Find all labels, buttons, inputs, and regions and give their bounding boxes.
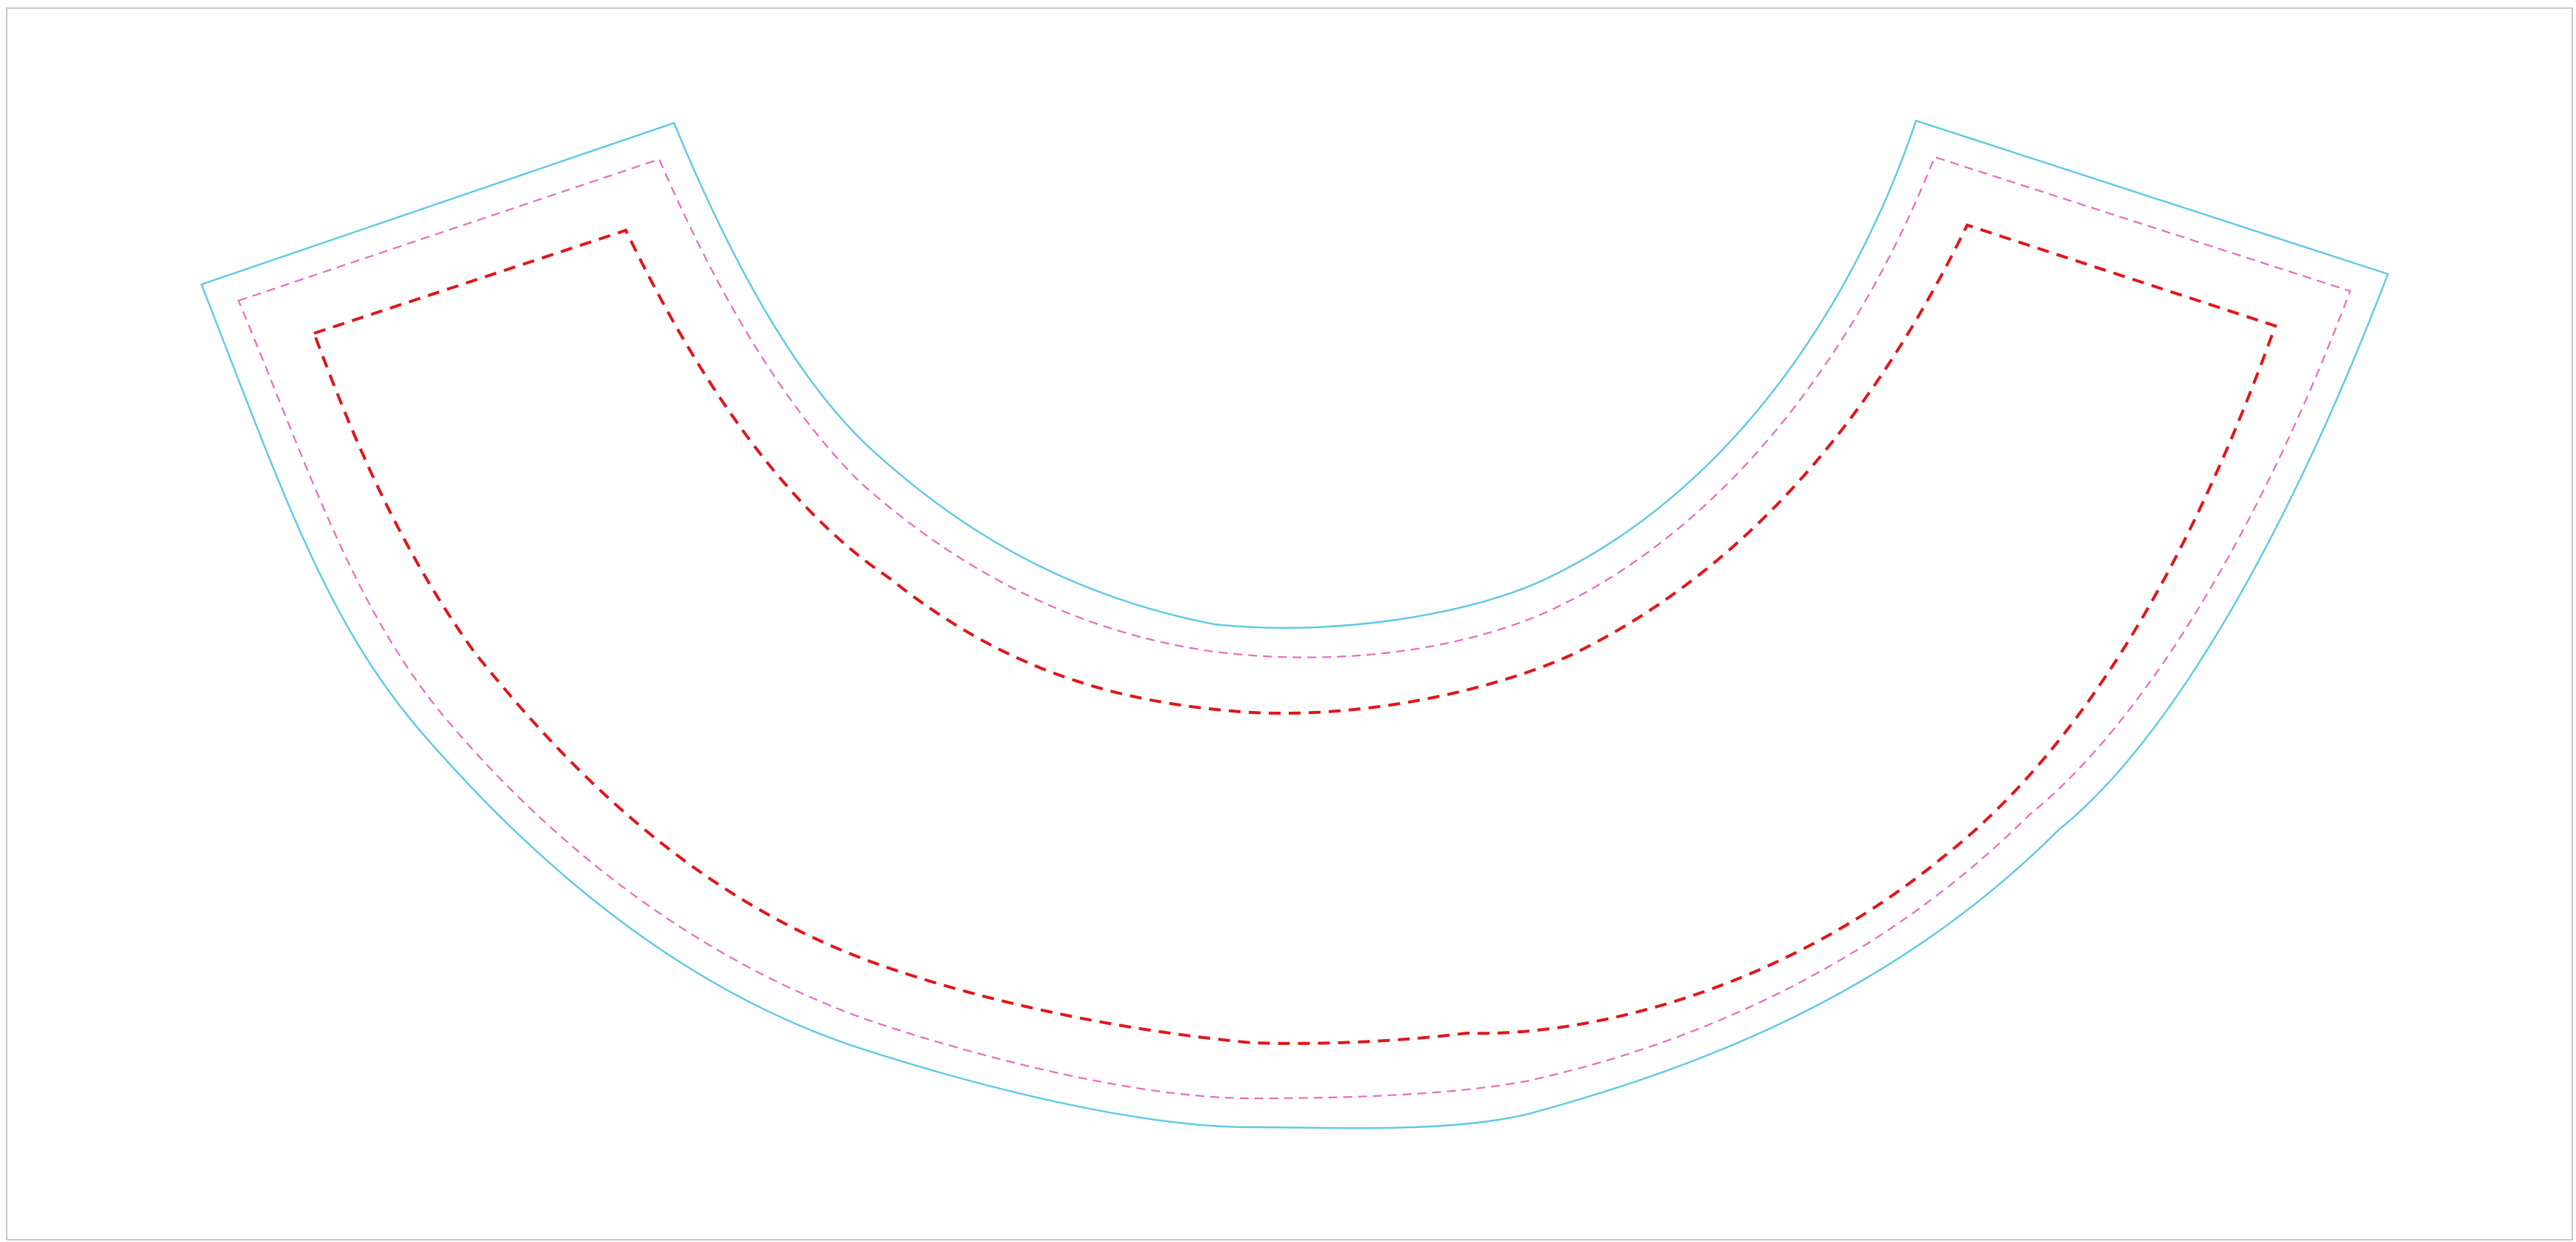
trim-line (237, 156, 2352, 1100)
safe-area-line (312, 223, 2278, 1045)
bleed-line (200, 119, 2389, 1129)
page-frame (6, 7, 2573, 1241)
